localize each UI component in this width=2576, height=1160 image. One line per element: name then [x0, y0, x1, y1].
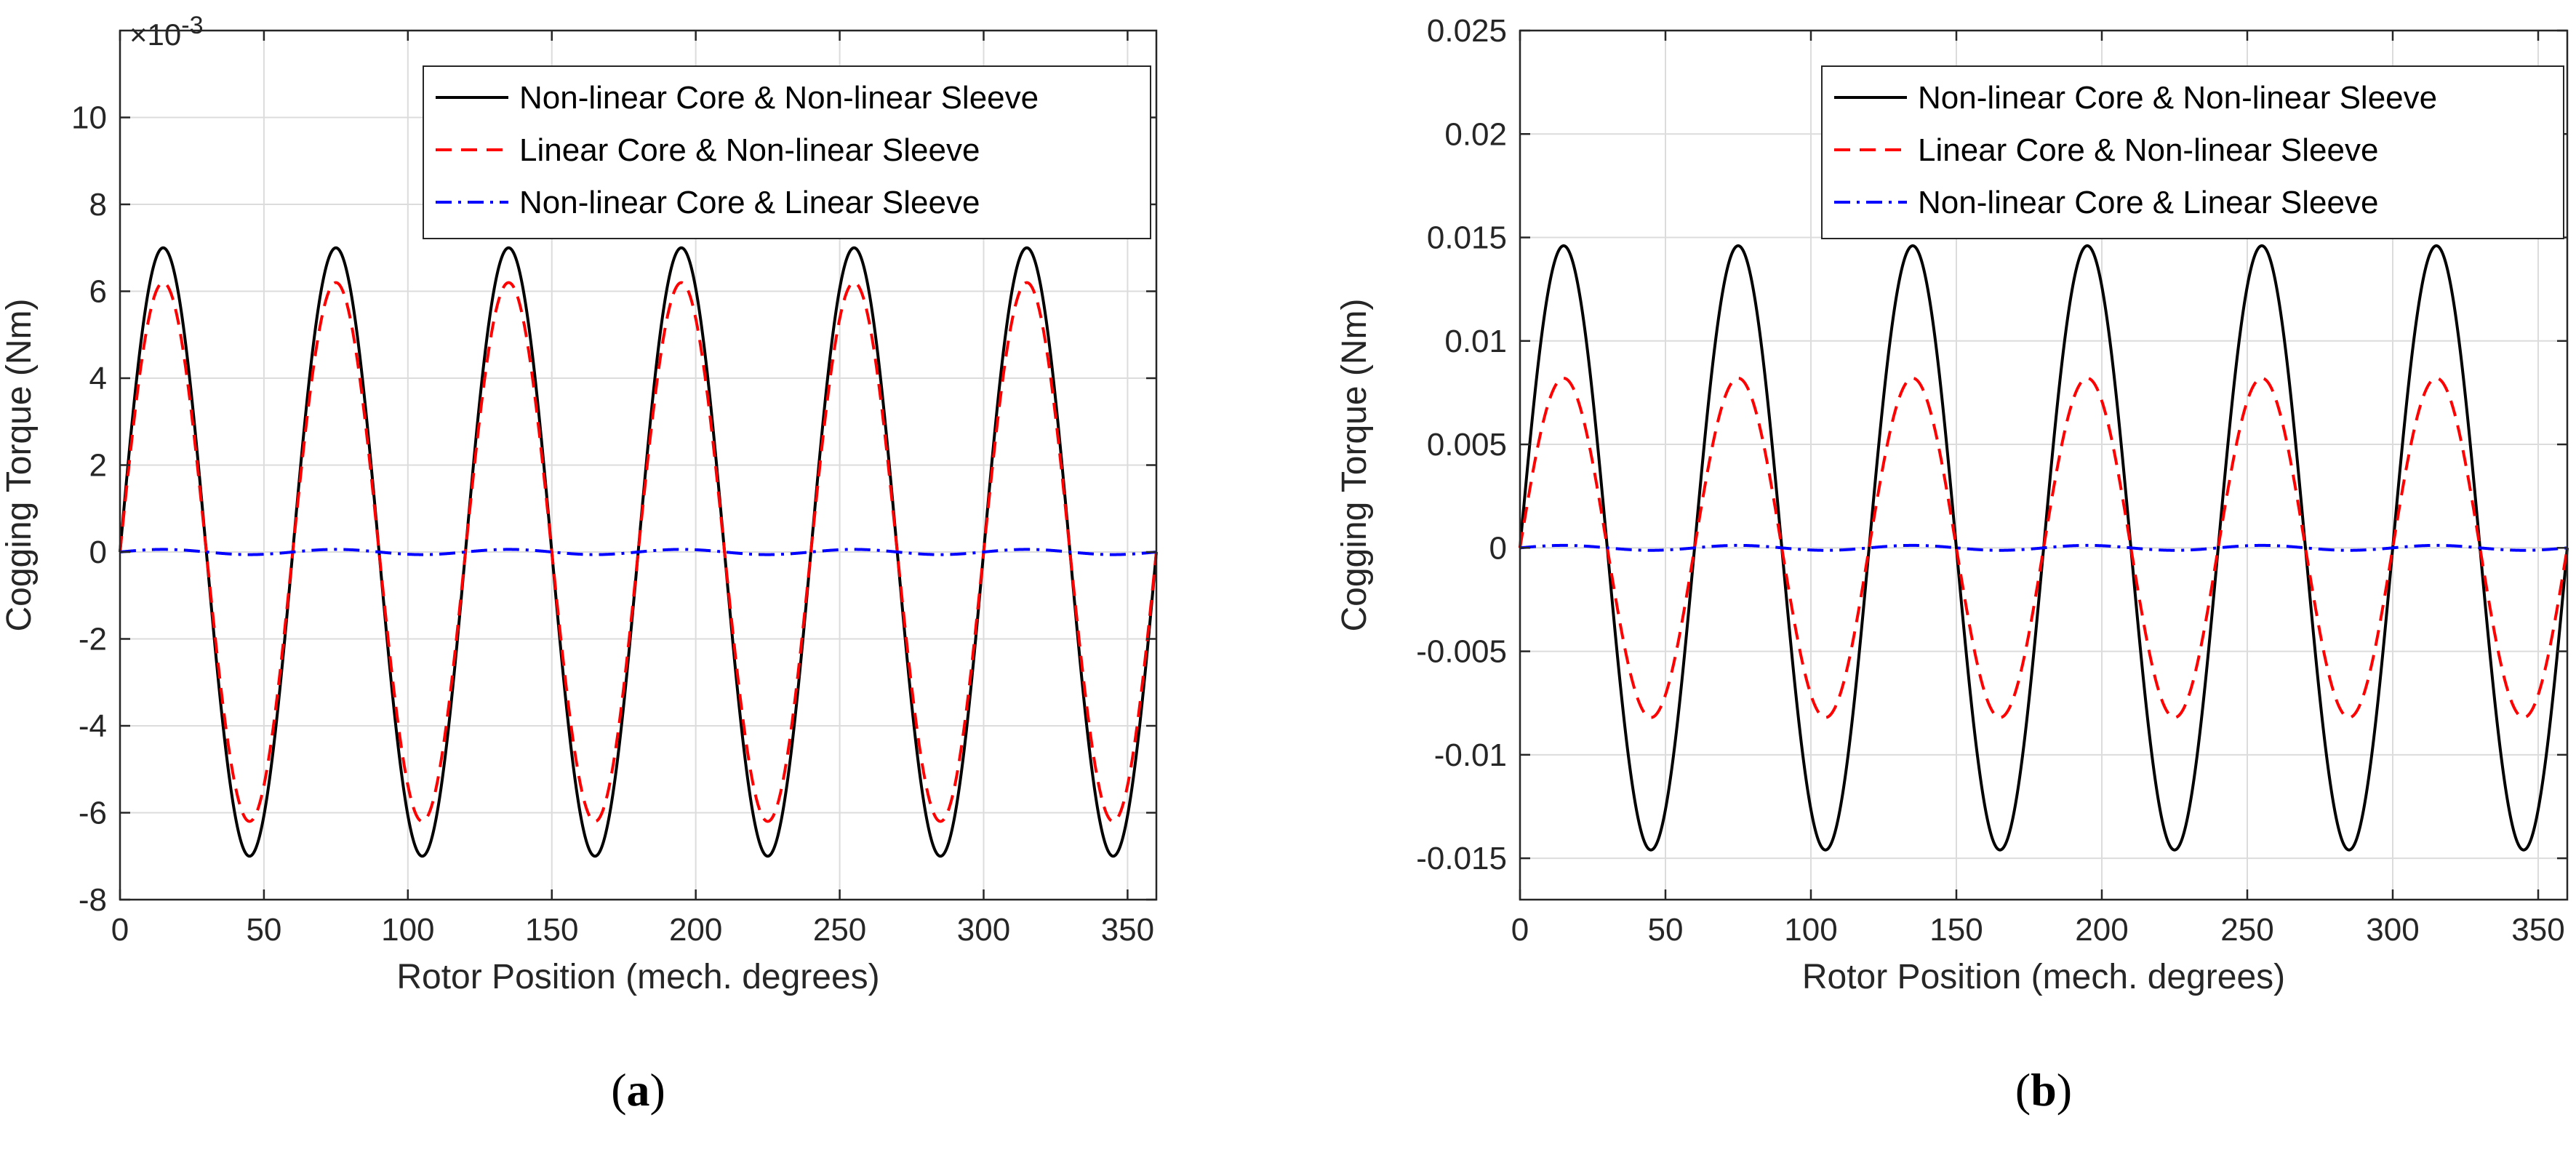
y-tick-label: 4 [89, 361, 107, 396]
legend: Non-linear Core & Non-linear Sleeve Linea… [1821, 65, 2564, 239]
series-line-3 [119, 548, 1158, 556]
x-tick-label: 300 [2366, 912, 2419, 948]
y-axis-label: Cogging Torque (Nm) [1335, 299, 1374, 632]
y-tick-label: -4 [79, 708, 107, 744]
y-tick-label: 0.02 [1444, 116, 1507, 152]
x-axis-label: Rotor Position (mech. degrees) [1802, 958, 2285, 996]
y-tick-label: 0.015 [1427, 220, 1507, 256]
y-tick-label: 8 [89, 187, 107, 223]
x-tick-label: 350 [1101, 912, 1154, 948]
panel-caption: (b) [2015, 1064, 2072, 1116]
y-tick-label: -2 [79, 622, 107, 657]
y-tick-label: 0.005 [1427, 427, 1507, 463]
x-tick-label: 350 [2511, 912, 2564, 948]
legend-label-2: Linear Core & Non-linear Sleeve [519, 132, 980, 168]
panel-caption: (a) [611, 1064, 665, 1116]
legend-label-2: Linear Core & Non-linear Sleeve [1918, 132, 2378, 168]
series-line-3 [1519, 543, 2568, 552]
x-tick-label: 50 [246, 912, 281, 948]
y-exponent-label: ×10-3 [129, 12, 203, 52]
legend-box [423, 65, 1151, 239]
x-tick-label: 50 [1648, 912, 1684, 948]
x-tick-label: 100 [1784, 912, 1837, 948]
x-tick-label: 200 [2075, 912, 2128, 948]
y-tick-label: -0.005 [1416, 634, 1507, 670]
y-tick-label: 0.025 [1427, 13, 1507, 49]
y-tick-label: -6 [79, 796, 107, 831]
x-tick-label: 100 [381, 912, 434, 948]
y-tick-label: 0 [1489, 530, 1507, 566]
x-tick-label: 300 [957, 912, 1010, 948]
y-tick-label: 10 [71, 100, 107, 136]
x-tick-label: 250 [813, 912, 866, 948]
x-axis-label: Rotor Position (mech. degrees) [396, 958, 879, 996]
y-tick-label: 2 [89, 448, 107, 484]
y-tick-label: 0.01 [1444, 324, 1507, 359]
y-axis-label: Cogging Torque (Nm) [0, 299, 39, 632]
legend-label-1: Non-linear Core & Non-linear Sleeve [1918, 80, 2437, 116]
legend-label-3: Non-linear Core & Linear Sleeve [519, 185, 980, 220]
x-tick-label: 0 [1511, 912, 1529, 948]
x-tick-label: 150 [525, 912, 578, 948]
chart-panel-a: 0 50 100 150 200 250 300 350 -8 -6 -4 -2 0 2 4 6 8 10 ×10-… [0, 12, 1158, 1116]
legend-label-1: Non-linear Core & Non-linear Sleeve [519, 80, 1039, 116]
legend-label-3: Non-linear Core & Linear Sleeve [1918, 185, 2378, 220]
legend: Non-linear Core & Non-linear Sleeve Linea… [423, 65, 1151, 239]
y-tick-label: -0.015 [1416, 841, 1507, 876]
axes-frame [1519, 29, 2569, 901]
y-tick-label: -8 [79, 882, 107, 918]
x-tick-label: 0 [111, 912, 129, 948]
x-tick-label: 200 [669, 912, 722, 948]
y-tick-label: -0.01 [1434, 737, 1507, 773]
chart-panel-b: 0 50 100 150 200 250 300 350 -0.015 -0.01 -0.005 0 0… [1335, 13, 2569, 1116]
y-tick-label: 0 [89, 535, 107, 570]
x-tick-label: 150 [1929, 912, 1983, 948]
x-tick-label: 250 [2220, 912, 2273, 948]
legend-box [1821, 65, 2564, 239]
y-tick-label: 6 [89, 274, 107, 310]
